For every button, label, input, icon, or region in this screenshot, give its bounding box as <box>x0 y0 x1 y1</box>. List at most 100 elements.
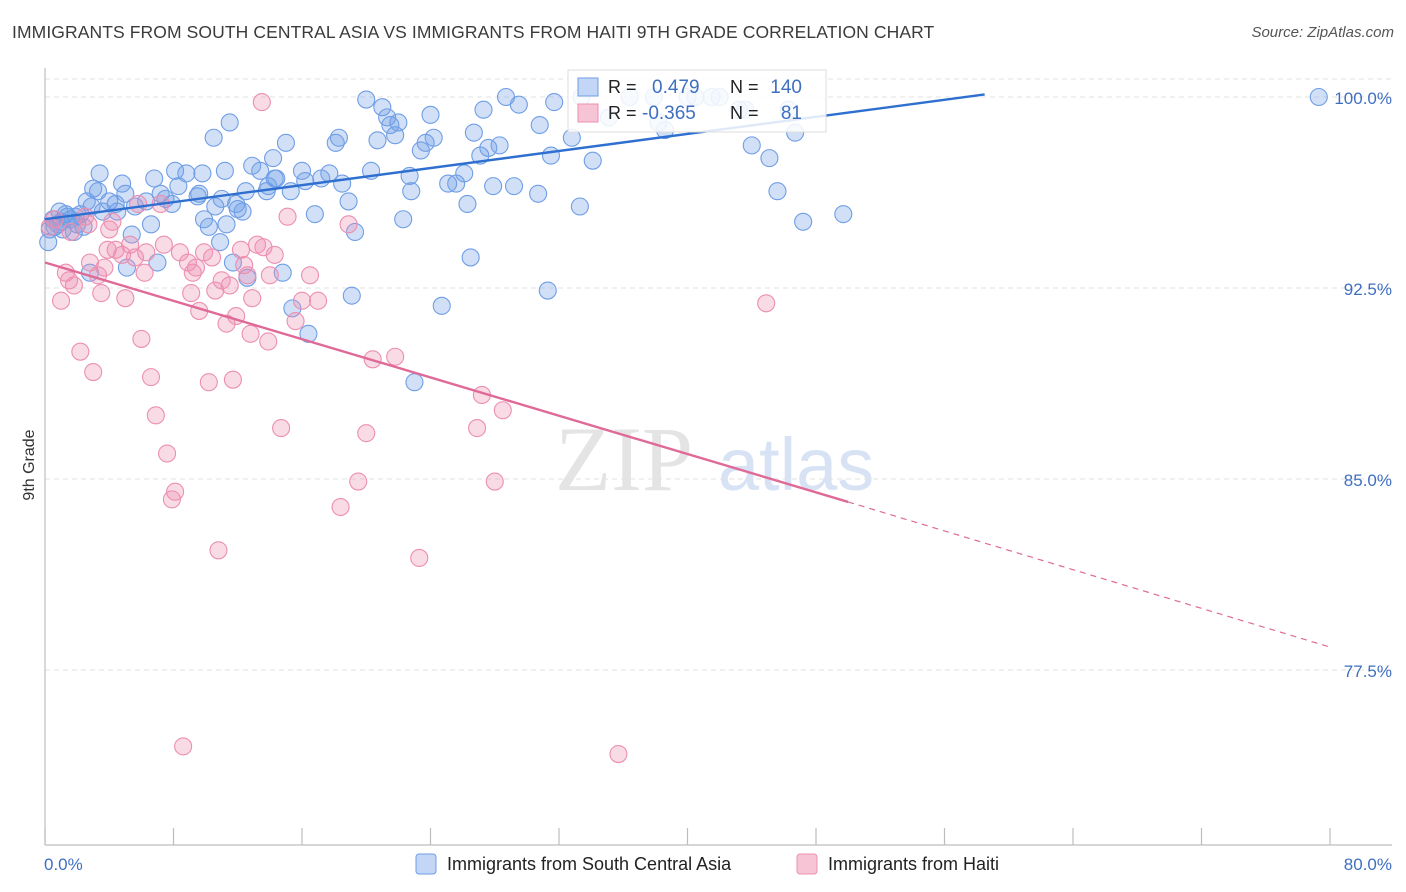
point-south-central-asia <box>545 93 564 112</box>
point-south-central-asia <box>223 253 242 272</box>
point-haiti <box>116 289 135 308</box>
point-south-central-asia <box>405 373 424 392</box>
point-south-central-asia <box>151 184 170 203</box>
point-south-central-asia <box>504 177 524 196</box>
trend-line-haiti <box>44 261 849 504</box>
point-south-central-asia <box>169 177 188 196</box>
point-south-central-asia <box>834 205 853 224</box>
point-south-central-asia <box>421 105 440 124</box>
point-haiti <box>135 263 154 282</box>
point-haiti <box>241 324 260 343</box>
point-haiti <box>158 444 177 463</box>
point-haiti <box>220 276 239 295</box>
point-haiti <box>100 220 119 239</box>
stats-r-label-2: R = <box>608 103 637 123</box>
trend-line-south-central-asia <box>44 93 985 221</box>
point-haiti <box>186 258 206 277</box>
chart-title: IMMIGRANTS FROM SOUTH CENTRAL ASIA VS IM… <box>12 22 935 42</box>
point-haiti <box>357 424 376 443</box>
point-south-central-asia <box>333 174 352 193</box>
point-haiti <box>331 497 350 517</box>
point-south-central-asia <box>461 248 480 267</box>
point-south-central-asia <box>141 215 161 234</box>
point-south-central-asia <box>373 98 392 117</box>
y-tick-label: 92.5% <box>1344 280 1392 299</box>
point-south-central-asia <box>329 128 348 147</box>
stats-n-value-1: 140 <box>770 77 802 98</box>
point-haiti <box>154 235 173 254</box>
point-haiti <box>231 240 251 259</box>
point-south-central-asia <box>145 169 164 188</box>
point-haiti <box>60 271 79 290</box>
series-haiti <box>40 93 776 764</box>
point-south-central-asia <box>432 296 451 315</box>
point-south-central-asia <box>538 281 557 300</box>
stats-legend-swatch-pink <box>577 103 599 123</box>
point-south-central-asia <box>116 184 135 203</box>
point-south-central-asia <box>424 128 443 147</box>
point-haiti <box>206 281 225 300</box>
point-haiti <box>309 291 328 310</box>
stats-r-value-1: 0.479 <box>652 77 700 98</box>
point-haiti <box>278 207 297 226</box>
point-haiti <box>609 744 628 764</box>
point-haiti <box>137 243 156 262</box>
point-haiti <box>223 370 242 389</box>
point-south-central-asia <box>342 286 361 305</box>
point-south-central-asia <box>357 90 376 109</box>
point-haiti <box>146 406 165 425</box>
point-south-central-asia <box>251 161 270 180</box>
legend-label-south-central-asia: Immigrants from South Central Asia <box>447 854 732 874</box>
point-haiti <box>468 419 487 438</box>
legend-label-haiti: Immigrants from Haiti <box>828 854 999 874</box>
point-south-central-asia <box>794 212 813 231</box>
point-south-central-asia <box>402 182 421 201</box>
point-south-central-asia <box>206 197 225 216</box>
point-haiti <box>79 215 98 234</box>
point-haiti <box>252 93 271 112</box>
point-haiti <box>132 329 151 348</box>
stats-n-value-2: 81 <box>781 103 802 124</box>
point-south-central-asia <box>177 164 196 183</box>
y-tick-label: 77.5% <box>1344 662 1392 681</box>
x-label-right: 80.0% <box>1344 855 1392 874</box>
point-south-central-asia <box>84 179 103 198</box>
point-south-central-asia <box>368 131 387 150</box>
point-south-central-asia <box>529 184 548 203</box>
bottom-legend: 0.0% Immigrants from South Central Asia … <box>44 853 1392 875</box>
point-haiti <box>166 482 185 501</box>
point-south-central-asia <box>339 192 358 211</box>
stats-legend-box <box>567 69 827 133</box>
point-south-central-asia <box>742 136 761 155</box>
point-south-central-asia <box>228 200 247 219</box>
x-label-left: 0.0% <box>44 855 83 874</box>
point-haiti <box>125 248 144 267</box>
point-south-central-asia <box>474 100 493 119</box>
point-south-central-asia <box>194 210 214 229</box>
point-haiti <box>174 737 193 756</box>
y-axis-title: 9th Grade <box>21 429 38 500</box>
legend-swatch-haiti <box>796 853 818 875</box>
point-south-central-asia <box>530 115 549 135</box>
point-haiti <box>129 194 148 214</box>
point-haiti <box>209 541 228 560</box>
point-haiti <box>235 256 254 275</box>
point-haiti <box>292 291 312 310</box>
point-south-central-asia <box>204 128 223 147</box>
point-south-central-asia <box>509 95 528 114</box>
watermark: ZIP atlas <box>555 408 874 510</box>
point-haiti <box>259 332 278 351</box>
point-haiti <box>349 472 368 491</box>
trend-line-haiti-extension <box>847 501 1331 648</box>
point-haiti <box>64 276 83 295</box>
y-tick-label: 85.0% <box>1344 471 1392 490</box>
source-credit: Source: ZipAtlas.com <box>1251 24 1394 41</box>
point-south-central-asia <box>345 222 365 242</box>
point-south-central-asia <box>217 215 236 234</box>
point-haiti <box>272 419 291 438</box>
point-haiti <box>92 284 111 303</box>
point-haiti <box>203 248 222 267</box>
point-south-central-asia <box>292 161 312 180</box>
point-south-central-asia <box>267 169 286 188</box>
point-south-central-asia <box>193 164 212 183</box>
